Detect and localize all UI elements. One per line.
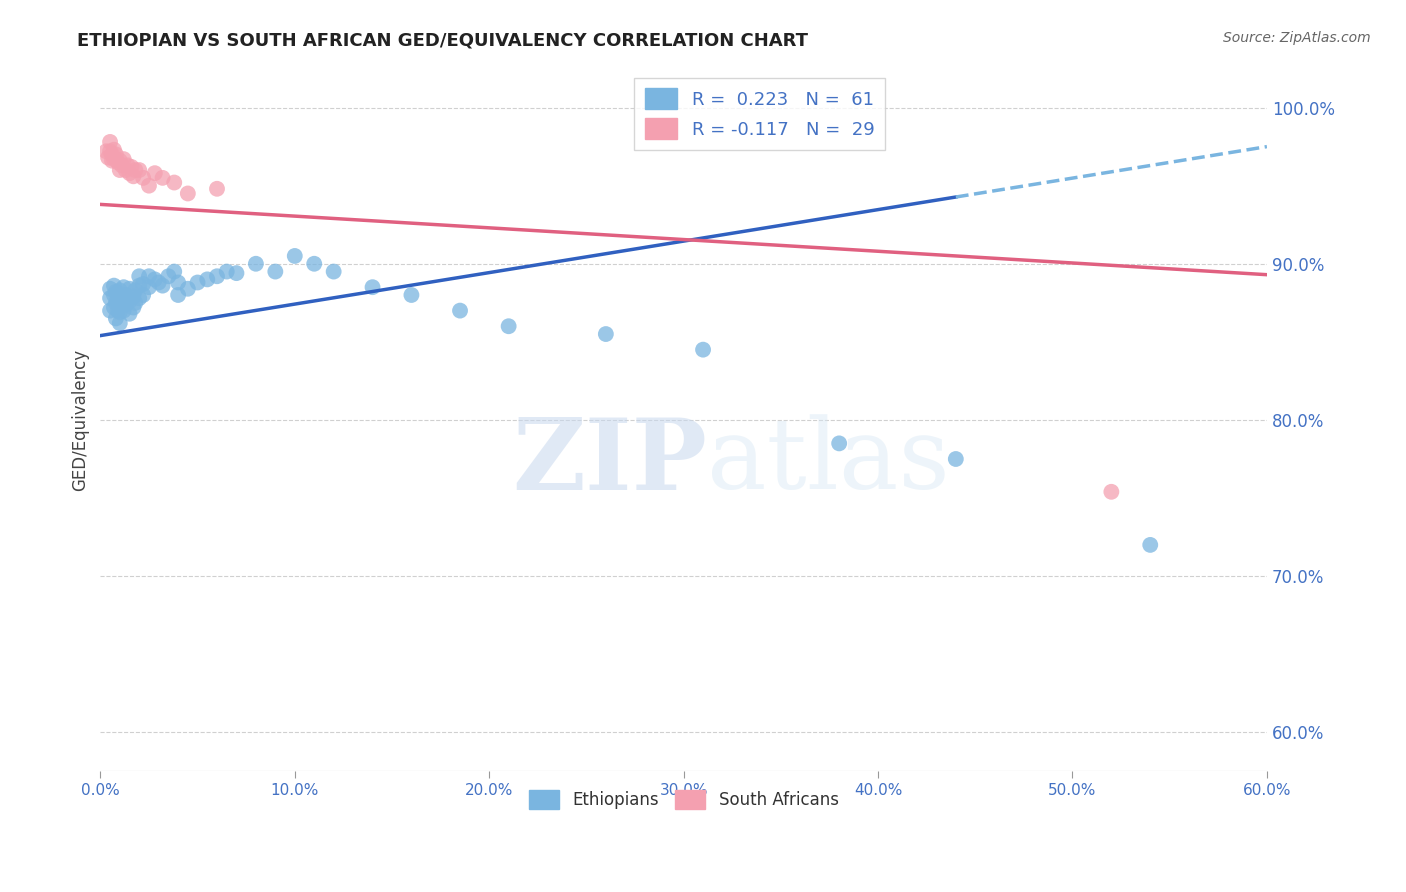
Point: [103, 152, 125, 166]
Point: [122, 301, 145, 315]
Point: [128, 291, 150, 305]
Point: [205, 182, 228, 196]
Point: [98, 145, 121, 159]
Point: [108, 305, 131, 319]
Point: [112, 291, 135, 305]
Point: [101, 153, 124, 168]
Point: [167, 288, 190, 302]
Point: [98, 135, 121, 149]
Point: [128, 278, 150, 293]
Point: [828, 436, 851, 450]
Point: [302, 257, 325, 271]
Point: [112, 280, 135, 294]
Point: [104, 295, 127, 310]
Legend: Ethiopians, South Africans: Ethiopians, South Africans: [522, 783, 845, 816]
Point: [1099, 484, 1122, 499]
Point: [128, 163, 150, 178]
Point: [112, 152, 135, 166]
Point: [103, 288, 125, 302]
Point: [108, 163, 131, 178]
Point: [143, 272, 166, 286]
Point: [148, 276, 170, 290]
Point: [245, 257, 267, 271]
Point: [108, 153, 131, 168]
Point: [225, 266, 247, 280]
Point: [128, 269, 150, 284]
Point: [167, 276, 190, 290]
Point: [152, 170, 174, 185]
Point: [132, 170, 155, 185]
Point: [104, 311, 127, 326]
Point: [98, 291, 121, 305]
Point: [104, 285, 127, 299]
Point: [322, 264, 344, 278]
Point: [122, 169, 145, 184]
Point: [104, 147, 127, 161]
Text: atlas: atlas: [707, 414, 949, 510]
Point: [1139, 538, 1161, 552]
Point: [498, 319, 520, 334]
Point: [108, 283, 131, 297]
Text: ZIP: ZIP: [512, 414, 707, 510]
Point: [98, 303, 121, 318]
Point: [124, 163, 146, 178]
Point: [595, 326, 617, 341]
Point: [143, 166, 166, 180]
Point: [157, 269, 180, 284]
Point: [112, 303, 135, 318]
Point: [107, 294, 129, 309]
Point: [163, 264, 186, 278]
Point: [449, 303, 471, 318]
Point: [187, 276, 209, 290]
Point: [205, 269, 228, 284]
Point: [215, 264, 238, 278]
Point: [132, 277, 155, 291]
Point: [138, 178, 160, 193]
Point: [120, 160, 142, 174]
Point: [177, 186, 200, 201]
Point: [107, 155, 129, 169]
Text: ETHIOPIAN VS SOUTH AFRICAN GED/EQUIVALENCY CORRELATION CHART: ETHIOPIAN VS SOUTH AFRICAN GED/EQUIVALEN…: [77, 31, 808, 49]
Point: [103, 143, 125, 157]
Text: Source: ZipAtlas.com: Source: ZipAtlas.com: [1223, 31, 1371, 45]
Point: [103, 278, 125, 293]
Point: [692, 343, 714, 357]
Point: [114, 288, 136, 302]
Point: [124, 295, 146, 310]
Y-axis label: GED/Equivalency: GED/Equivalency: [72, 349, 89, 491]
Point: [114, 163, 136, 178]
Point: [138, 269, 160, 284]
Point: [98, 282, 121, 296]
Point: [96, 145, 118, 159]
Point: [284, 249, 307, 263]
Point: [118, 307, 141, 321]
Point: [177, 282, 200, 296]
Point: [114, 297, 136, 311]
Point: [118, 282, 141, 296]
Point: [195, 272, 218, 286]
Point: [108, 294, 131, 309]
Point: [163, 176, 186, 190]
Point: [132, 288, 155, 302]
Point: [138, 280, 160, 294]
Point: [401, 288, 423, 302]
Point: [124, 283, 146, 297]
Point: [264, 264, 287, 278]
Point: [361, 280, 384, 294]
Point: [152, 278, 174, 293]
Point: [108, 316, 131, 330]
Point: [103, 301, 125, 315]
Point: [101, 147, 124, 161]
Point: [111, 158, 134, 172]
Point: [107, 303, 129, 318]
Point: [117, 158, 139, 172]
Point: [122, 289, 145, 303]
Point: [118, 294, 141, 309]
Point: [97, 151, 120, 165]
Point: [945, 452, 967, 467]
Point: [118, 166, 141, 180]
